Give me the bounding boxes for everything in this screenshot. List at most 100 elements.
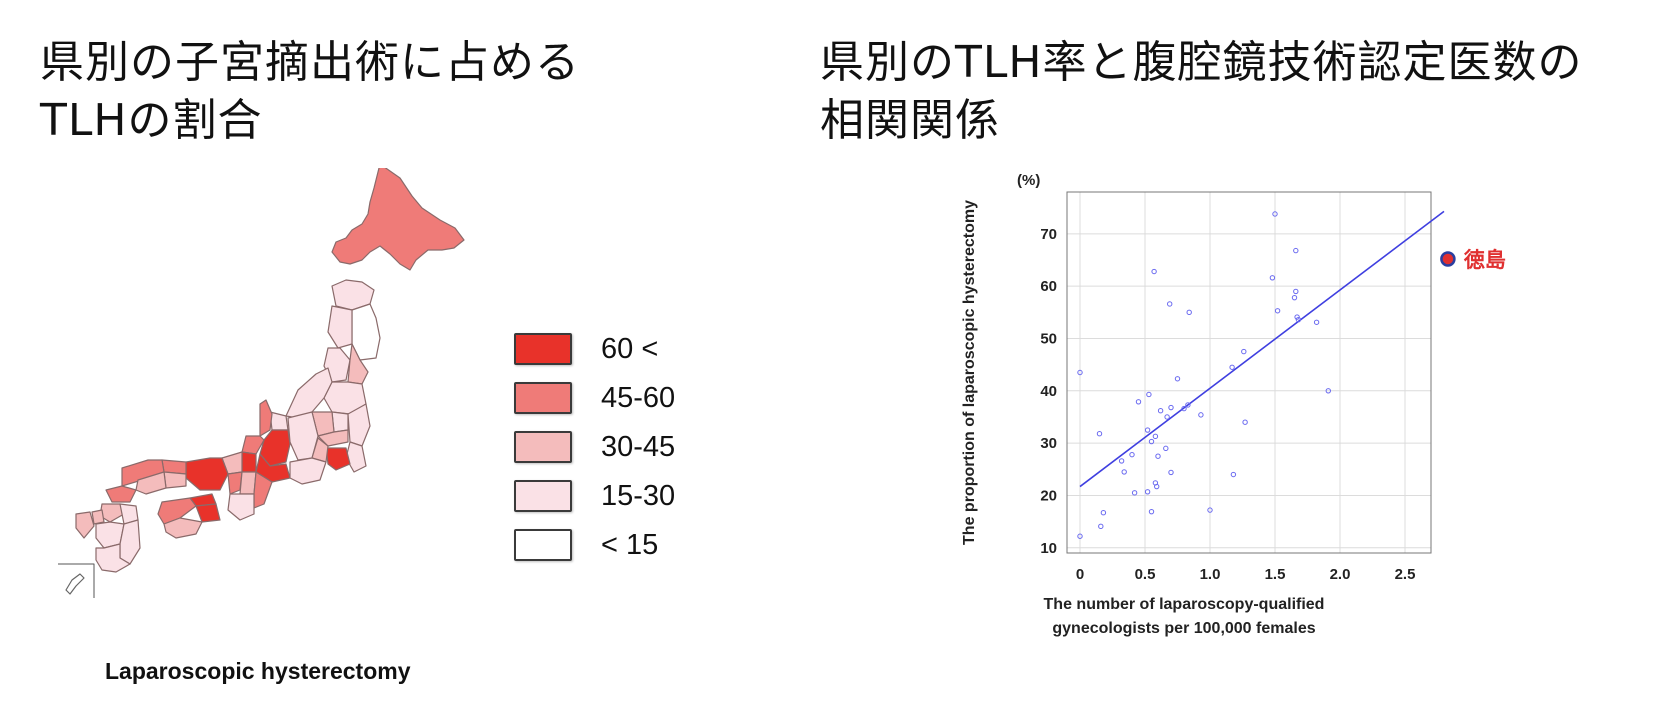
legend-label: 60 <	[601, 333, 659, 365]
data-point	[1155, 453, 1161, 459]
legend-label: 45-60	[601, 382, 676, 414]
data-point	[1157, 407, 1164, 414]
legend-swatch	[514, 382, 572, 414]
data-point	[1272, 211, 1278, 217]
data-point	[1186, 309, 1192, 316]
map-region-hiroshima	[135, 471, 167, 495]
data-point	[1313, 319, 1320, 325]
map-region-chiba	[345, 441, 367, 473]
data-point	[1131, 490, 1138, 496]
legend-item-15-30: 15-30	[514, 477, 734, 517]
data-point	[1164, 414, 1170, 420]
data-point	[1163, 445, 1169, 452]
x-tick-label: 0	[1076, 566, 1084, 583]
map-region-kochi	[163, 517, 203, 539]
legend-swatch	[514, 480, 572, 512]
okinawa-inset-frame	[58, 563, 95, 598]
data-point	[1269, 275, 1276, 281]
right-panel-title: 県別のTLH率と腹腔鏡技術認定医数の 相関関係	[820, 37, 1583, 146]
highlight-point-tokushima	[1440, 251, 1456, 267]
map-region-kagoshima	[95, 543, 131, 573]
map-region-shizuoka	[289, 457, 327, 485]
map-region-yamagata	[323, 347, 351, 383]
data-point	[1229, 364, 1235, 370]
map-region-nagasaki	[75, 511, 95, 539]
map-region-nara	[239, 471, 257, 495]
data-point	[1118, 458, 1125, 464]
map-region-mie	[253, 471, 273, 509]
y-tick-label: 40	[1040, 383, 1057, 400]
map-region-okayama	[163, 471, 187, 489]
data-point	[1325, 388, 1331, 394]
x-tick-label: 0.5	[1135, 566, 1156, 583]
legend-item-30-45: 30-45	[514, 428, 734, 468]
data-point	[1291, 294, 1298, 301]
y-axis-label: The proportion of laparoscopic hysterect…	[961, 200, 978, 545]
plot-frame	[1066, 191, 1432, 554]
legend-item-60-plus: 60 <	[514, 330, 734, 370]
data-point	[1293, 288, 1299, 295]
data-point	[1148, 438, 1155, 445]
map-region-hyogo	[185, 457, 229, 491]
data-point	[1241, 348, 1247, 355]
legend-label: 30-45	[601, 431, 676, 463]
data-point	[1144, 489, 1151, 495]
data-point	[1148, 508, 1155, 515]
legend-item-under-15: < 15	[514, 526, 734, 566]
data-point	[1293, 247, 1299, 254]
y-tick-label: 70	[1040, 226, 1057, 243]
data-point	[1274, 308, 1281, 314]
map-region-okinawa	[65, 573, 85, 595]
x-tick-label: 1.5	[1265, 566, 1286, 583]
data-point	[1077, 533, 1083, 539]
legend-swatch	[514, 333, 572, 365]
x-axis-label: The number of laparoscopy-qualified gynec…	[1044, 596, 1325, 637]
x-axis-label-line: The number of laparoscopy-qualified	[1044, 596, 1325, 613]
legend-item-45-60: 45-60	[514, 379, 734, 419]
y-tick-label: 60	[1040, 278, 1057, 295]
data-point	[1152, 433, 1159, 440]
left-panel-title: 県別の子宮摘出術に占める TLHの割合	[40, 37, 580, 146]
data-point	[1168, 469, 1174, 476]
data-point	[1207, 507, 1213, 513]
map-region-akita	[327, 305, 353, 349]
data-point	[1098, 523, 1104, 530]
data-point	[1230, 471, 1237, 478]
map-region-tokyo	[325, 447, 351, 471]
map-region-aomori	[331, 279, 375, 311]
data-point	[1146, 391, 1152, 398]
data-point	[1174, 376, 1181, 382]
y-tick-label: 30	[1040, 435, 1057, 452]
data-point	[1167, 301, 1173, 307]
map-region-fukui	[241, 435, 265, 455]
data-point	[1242, 419, 1248, 425]
map-region-ibaraki	[347, 403, 371, 447]
map-region-yamaguchi	[105, 485, 137, 503]
data-point	[1144, 427, 1151, 433]
data-point	[1100, 510, 1107, 516]
data-point	[1154, 483, 1160, 490]
map-region-shiga	[241, 451, 257, 473]
map-region-miyazaki	[119, 519, 141, 565]
data-point	[1096, 431, 1103, 437]
y-tick-label: 10	[1040, 540, 1057, 557]
data-point	[1295, 316, 1302, 323]
map-caption: Laparoscopic hysterectomy	[105, 658, 411, 684]
legend-swatch	[514, 431, 572, 463]
map-region-tokushima	[195, 503, 221, 523]
map-region-saga	[91, 509, 105, 525]
scatter-chart: 0 0.5 1.0 1.5 2.0 2.5 10 20 30 40 50 60 70 (%) The pro…	[961, 172, 1506, 637]
data-point	[1151, 268, 1157, 275]
data-point	[1077, 369, 1083, 376]
legend-label: < 15	[601, 529, 659, 561]
data-point	[1135, 399, 1142, 405]
data-point	[1168, 404, 1174, 411]
x-tick-label: 2.0	[1330, 566, 1351, 583]
y-tick-label: 20	[1040, 487, 1057, 504]
y-unit-label: (%)	[1017, 172, 1040, 189]
data-point	[1198, 412, 1204, 418]
legend-label: 15-30	[601, 480, 676, 512]
x-tick-label: 2.5	[1395, 566, 1416, 583]
map-region-ishikawa	[259, 399, 273, 437]
map-region-niigata	[285, 367, 333, 419]
